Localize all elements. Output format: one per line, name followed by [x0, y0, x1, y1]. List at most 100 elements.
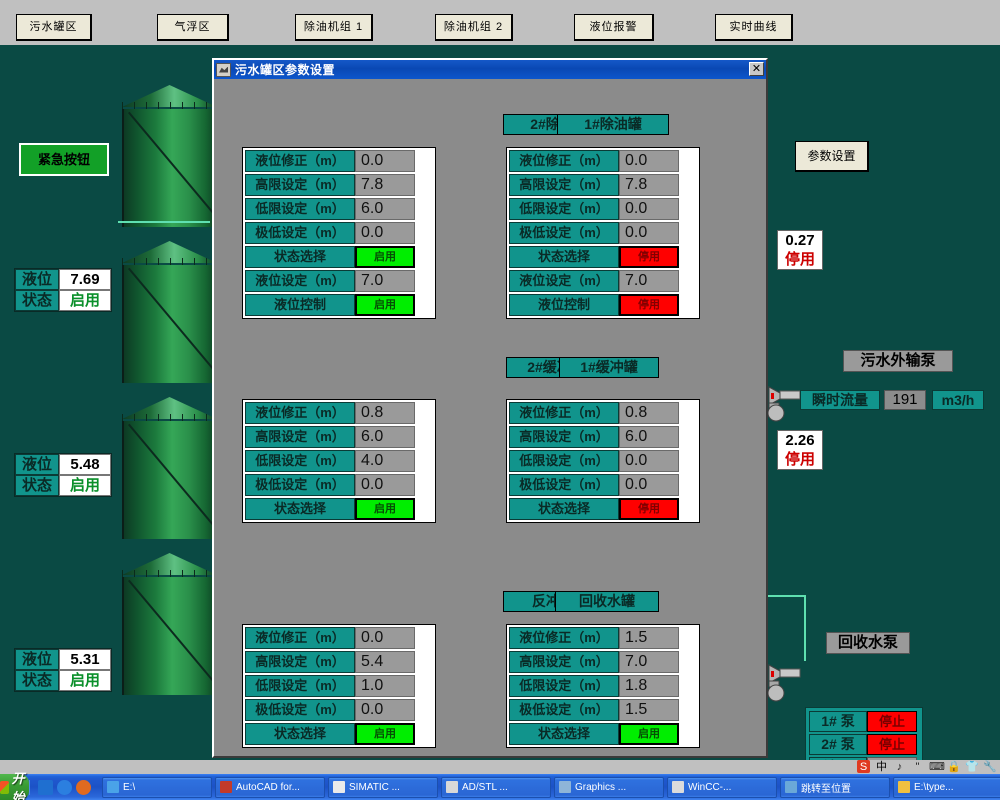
param-value[interactable]: 0.0 — [355, 699, 415, 721]
dialog-title: 污水罐区参数设置 — [235, 63, 336, 77]
graphics-designer-icon — [559, 781, 572, 793]
param-value[interactable]: 1.5 — [619, 699, 679, 721]
task-button[interactable]: Graphics ... — [554, 776, 665, 798]
readout-a-state: 停用 — [784, 251, 815, 268]
close-icon[interactable]: ✕ — [749, 62, 764, 76]
ime-mode-icon[interactable]: ♪ — [896, 761, 903, 773]
dialog-body: 2#除污罐 1#除油罐 2#缓冲罐 1#缓冲罐 反冲罐 回收水罐 液位修正（m）… — [214, 79, 766, 756]
param-row: 液位控制 启用 — [245, 294, 433, 316]
tank-scale-2 — [122, 258, 217, 266]
status-badge[interactable]: 启用 — [355, 246, 415, 268]
param-row: 状态选择 启用 — [509, 723, 697, 745]
task-button[interactable]: AutoCAD for... — [215, 776, 326, 798]
param-label: 高限设定（m） — [509, 651, 619, 673]
param-label: 低限设定（m） — [509, 198, 619, 220]
param-value[interactable]: 5.4 — [355, 651, 415, 673]
status-badge[interactable]: 启用 — [355, 294, 415, 316]
param-value[interactable]: 0.0 — [619, 450, 679, 472]
task-label: AutoCAD for... — [236, 781, 300, 793]
task-button[interactable]: WinCC-... — [667, 776, 778, 798]
tank-ladder-3 — [128, 423, 217, 539]
toolbar-button-flotation-area[interactable]: 气浮区 — [157, 14, 229, 41]
task-button[interactable]: E:\ — [102, 776, 213, 798]
task-label: E:\type... — [914, 781, 954, 793]
task-button[interactable]: E:\type... — [893, 776, 1000, 798]
status-badge[interactable]: 停用 — [619, 498, 679, 520]
toolbar-button-sewage-tank-area[interactable]: 污水罐区 — [16, 14, 92, 41]
tank-body-2 — [122, 265, 217, 383]
param-label: 极低设定（m） — [245, 699, 355, 721]
keyboard-icon[interactable]: ⌨ — [929, 761, 945, 773]
param-value[interactable]: 0.0 — [619, 198, 679, 220]
browser-icon[interactable] — [57, 779, 73, 795]
export-pump-readout-a: 0.27 停用 — [777, 230, 823, 270]
param-value[interactable]: 6.0 — [355, 426, 415, 448]
param-value[interactable]: 0.0 — [619, 474, 679, 496]
param-value[interactable]: 0.8 — [355, 402, 415, 424]
param-value[interactable]: 0.0 — [355, 474, 415, 496]
param-value[interactable]: 7.8 — [355, 174, 415, 196]
lock-icon[interactable]: 🔒 — [947, 761, 961, 773]
param-value[interactable]: 1.8 — [619, 675, 679, 697]
param-value[interactable]: 0.0 — [619, 222, 679, 244]
task-button[interactable]: AD/STL ... — [441, 776, 552, 798]
param-label: 极低设定（m） — [245, 222, 355, 244]
status-badge[interactable]: 启用 — [355, 723, 415, 745]
param-label: 液位修正（m） — [509, 402, 619, 424]
toolbar-button-realtime-curve[interactable]: 实时曲线 — [715, 14, 793, 41]
param-value[interactable]: 0.0 — [355, 627, 415, 649]
param-value[interactable]: 0.0 — [355, 150, 415, 172]
panel-backwash-tank: 液位修正（m） 0.0 高限设定（m） 5.4 低限设定（m） 1.0 极低设定… — [242, 624, 436, 748]
ime-punct-icon[interactable]: " — [915, 761, 920, 773]
pump-1-status[interactable]: 停止 — [867, 711, 917, 732]
ime-chinese-icon[interactable]: 中 — [876, 761, 887, 773]
toolbar-button-deoiling-unit-1[interactable]: 除油机组 1 — [295, 14, 373, 41]
level-value: 5.48 — [59, 454, 111, 475]
pump-1-label: 1# 泵 — [809, 711, 867, 732]
parameter-settings-button[interactable]: 参数设置 — [795, 141, 869, 172]
export-pump-title: 污水外输泵 — [843, 350, 953, 372]
param-value[interactable]: 7.0 — [355, 270, 415, 292]
param-value[interactable]: 6.0 — [355, 198, 415, 220]
panel-tank-2-desludge: 液位修正（m） 0.0 高限设定（m） 7.8 低限设定（m） 6.0 极低设定… — [242, 147, 436, 319]
pump-2-status[interactable]: 停止 — [867, 734, 917, 755]
param-row: 极低设定（m） 0.0 — [245, 222, 433, 244]
recovery-pump-row-1: 1# 泵 停止 — [809, 711, 919, 732]
media-icon[interactable] — [76, 779, 92, 795]
param-label: 高限设定（m） — [509, 426, 619, 448]
param-value[interactable]: 1.5 — [619, 627, 679, 649]
stl-editor-icon — [446, 781, 459, 793]
wrench-icon[interactable]: 🔧 — [983, 761, 997, 773]
tank-body-4 — [122, 577, 217, 695]
param-value[interactable]: 4.0 — [355, 450, 415, 472]
param-value[interactable]: 0.0 — [619, 150, 679, 172]
param-label: 低限设定（m） — [509, 675, 619, 697]
task-label: E:\ — [123, 781, 136, 793]
toolbar-button-level-alarm[interactable]: 液位报警 — [574, 14, 654, 41]
dialog-titlebar[interactable]: 污水罐区参数设置 ✕ — [214, 60, 766, 79]
task-button[interactable]: 跳转至位置 — [780, 776, 891, 798]
status-badge[interactable]: 启用 — [619, 723, 679, 745]
status-badge[interactable]: 停用 — [619, 294, 679, 316]
task-button[interactable]: SIMATIC ... — [328, 776, 439, 798]
param-label: 状态选择 — [245, 246, 355, 268]
param-value[interactable]: 7.0 — [619, 651, 679, 673]
param-label: 低限设定（m） — [509, 450, 619, 472]
param-row: 状态选择 启用 — [245, 498, 433, 520]
toolbox-icon[interactable]: 👕 — [965, 761, 979, 773]
param-value[interactable]: 7.8 — [619, 174, 679, 196]
desktop-icon[interactable] — [38, 779, 54, 795]
status-badge[interactable]: 停用 — [619, 246, 679, 268]
emergency-button[interactable]: 紧急按钮 — [19, 143, 109, 176]
param-value[interactable]: 7.0 — [619, 270, 679, 292]
start-button[interactable]: 开始 — [0, 771, 30, 800]
param-value[interactable]: 0.0 — [355, 222, 415, 244]
param-value[interactable]: 1.0 — [355, 675, 415, 697]
param-value[interactable]: 0.8 — [619, 402, 679, 424]
param-row: 低限设定（m） 6.0 — [245, 198, 433, 220]
pipe-line-vertical — [804, 595, 806, 661]
sogou-ime-icon[interactable]: S — [857, 760, 870, 773]
toolbar-button-deoiling-unit-2[interactable]: 除油机组 2 — [435, 14, 513, 41]
status-badge[interactable]: 启用 — [355, 498, 415, 520]
param-value[interactable]: 6.0 — [619, 426, 679, 448]
